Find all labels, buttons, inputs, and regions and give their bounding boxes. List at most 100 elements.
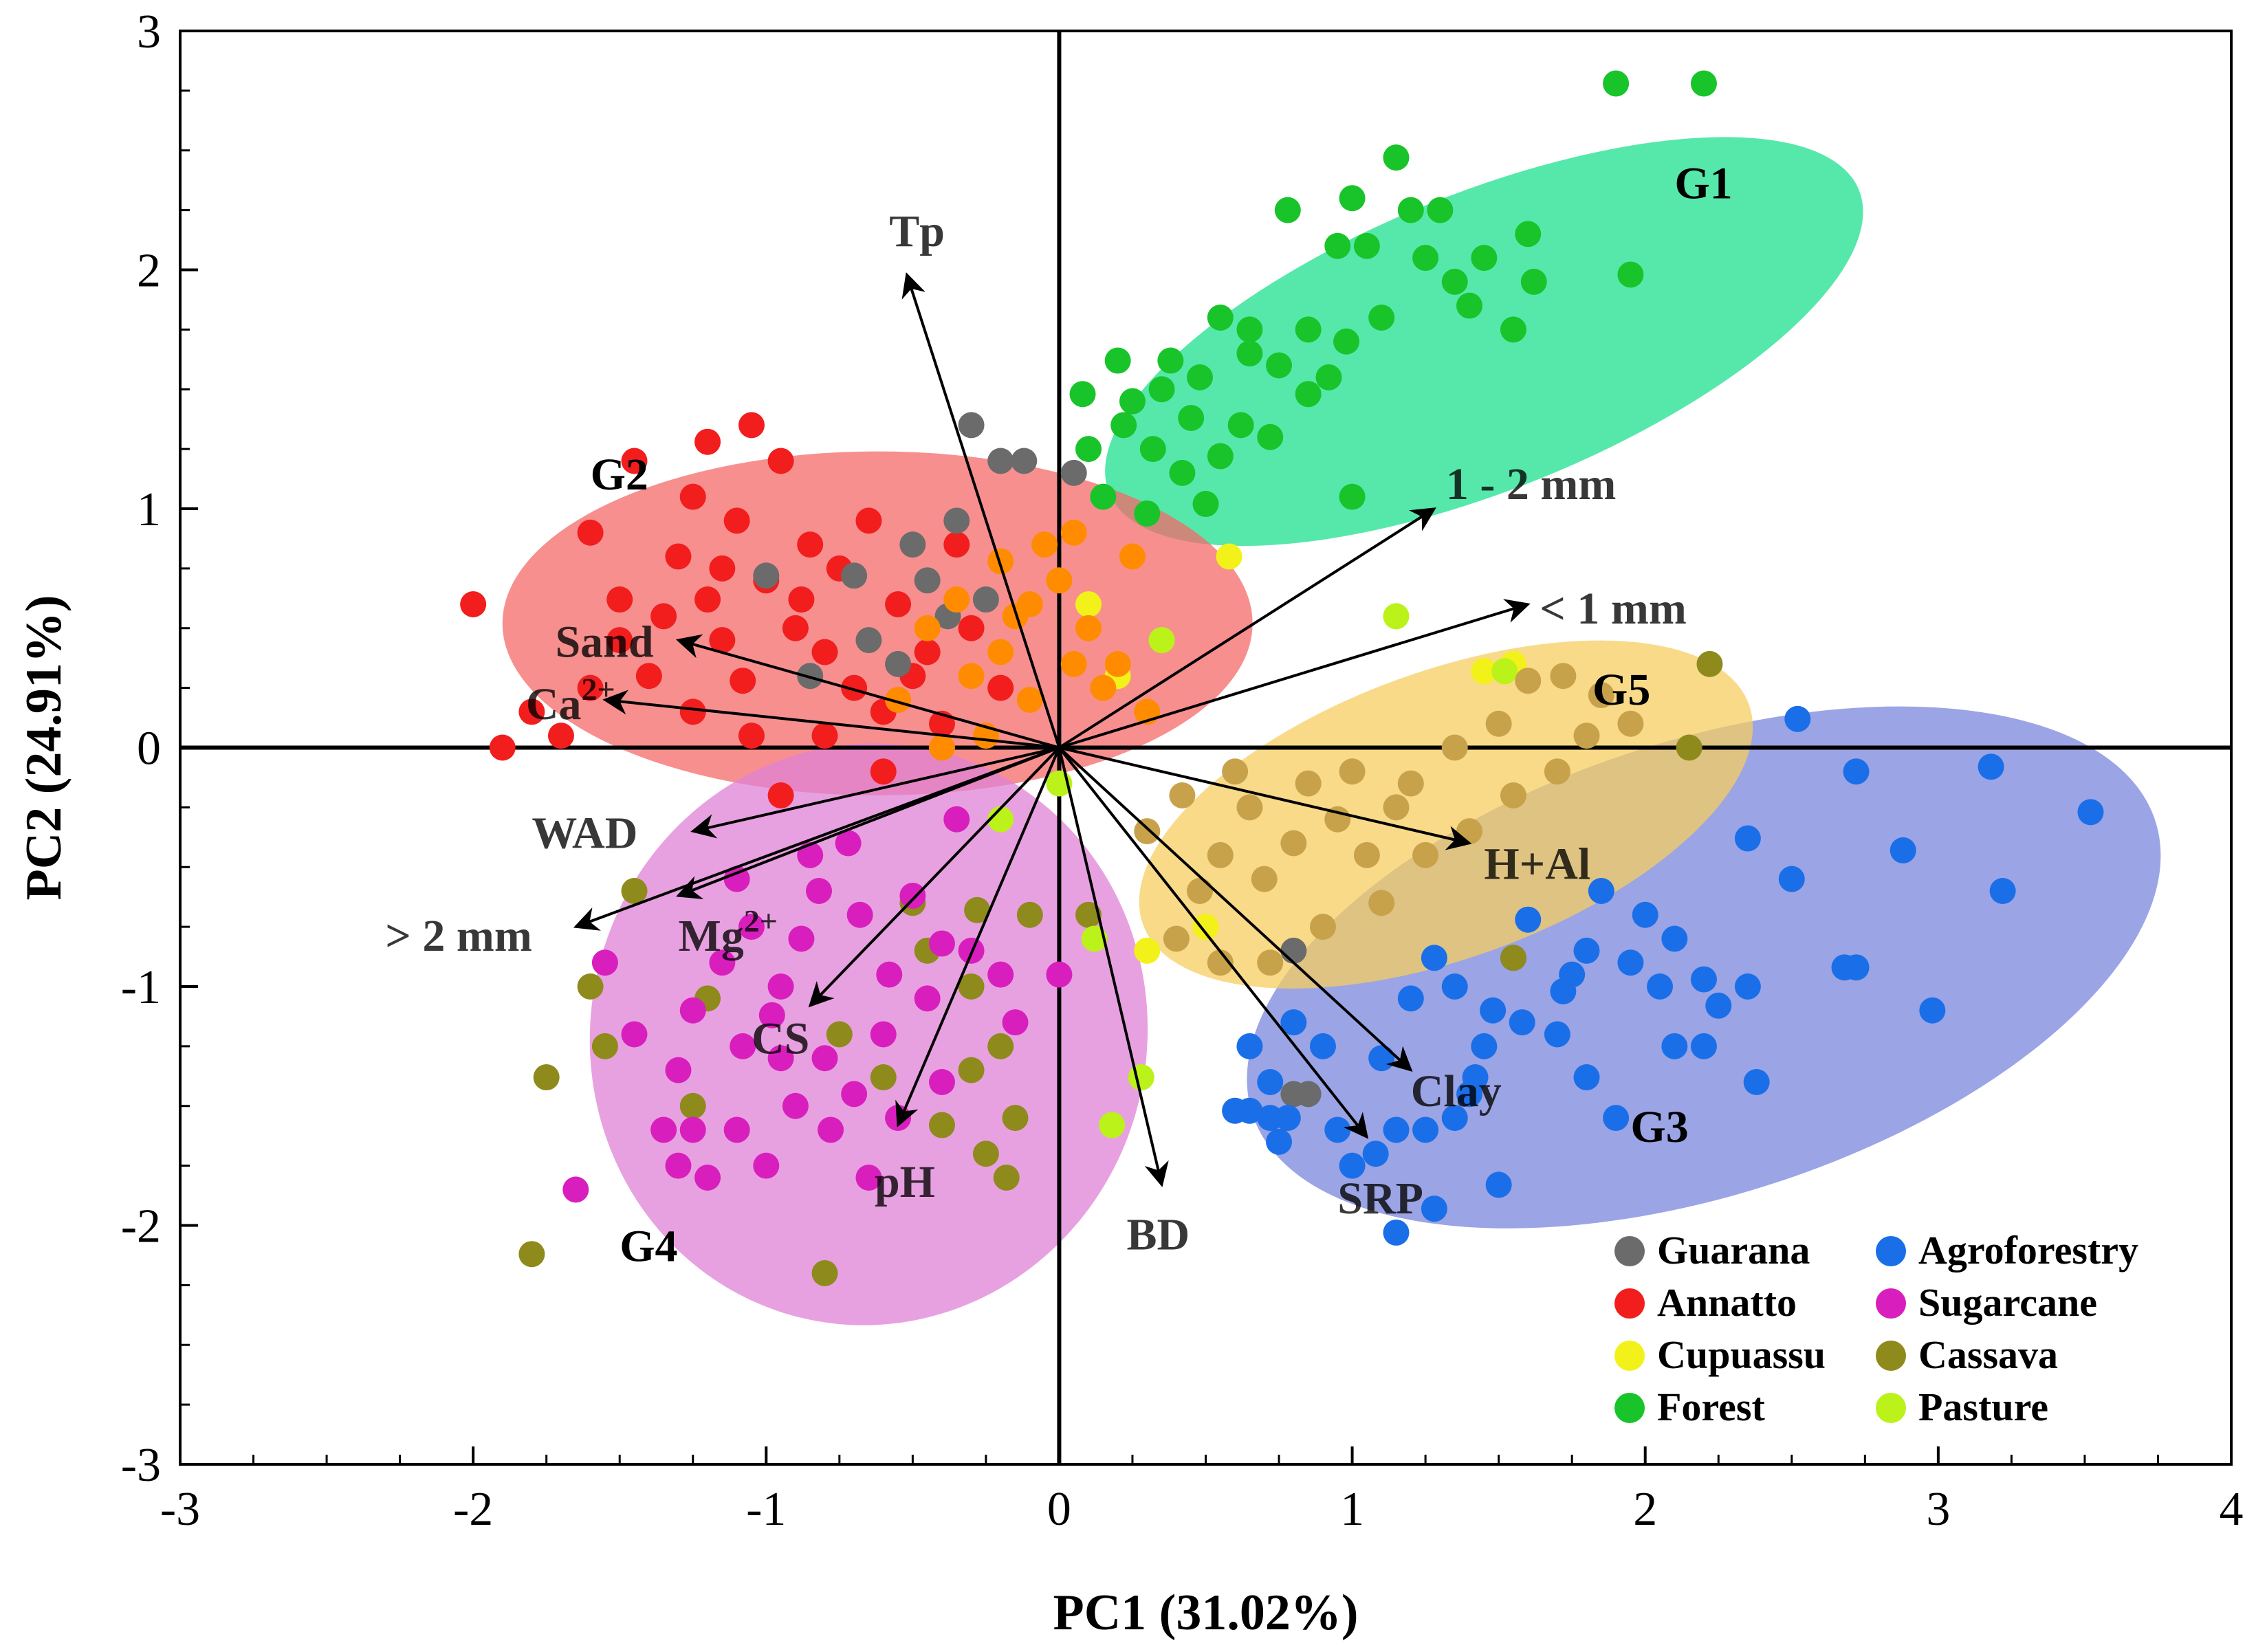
point-agroforestry <box>1632 901 1658 928</box>
point-cupuassu <box>1192 914 1219 940</box>
point-tan <box>1617 710 1644 737</box>
point-forest <box>1333 328 1360 355</box>
loading-label: pH <box>875 1157 935 1207</box>
point-sugarcane <box>876 961 903 988</box>
y-tick-label: 2 <box>137 245 161 298</box>
point-agroforestry <box>1421 1196 1447 1222</box>
point-agroforestry <box>1989 878 2016 904</box>
point-forest <box>1456 292 1483 319</box>
point-pasture <box>1099 1112 1126 1138</box>
point-agroforestry <box>1588 878 1614 904</box>
point-forest <box>1266 352 1293 379</box>
point-sugarcane <box>694 1165 721 1191</box>
point-agroforestry <box>1257 1069 1284 1095</box>
point-tan <box>1368 890 1395 916</box>
loading-arrow <box>1058 507 1436 749</box>
point-forest <box>1471 245 1498 272</box>
point-tan <box>1515 668 1542 694</box>
group-ellipse-g5 <box>1139 640 1753 989</box>
loading-arrow <box>901 272 1061 749</box>
point-agroforestry <box>1743 1069 1770 1095</box>
point-guarana <box>1060 459 1087 486</box>
loading-arrow <box>675 634 1060 749</box>
point-guarana <box>1280 937 1307 964</box>
point-sugarcane <box>753 1152 780 1179</box>
point-agroforestry <box>1573 937 1600 964</box>
point-annatto <box>460 591 487 617</box>
point-agroforestry <box>1509 1009 1535 1036</box>
x-tick-label: 0 <box>1047 1483 1071 1536</box>
point-pasture <box>1128 1064 1154 1091</box>
point-forest <box>1169 459 1196 486</box>
point-cassava <box>621 878 648 904</box>
point-tan <box>1280 830 1307 857</box>
point-sugarcane <box>855 1165 882 1191</box>
legend-marker <box>1876 1393 1906 1423</box>
legend-label: Sugarcane <box>1918 1280 2097 1325</box>
y-tick-label: 1 <box>137 483 161 536</box>
group-ellipse-g1 <box>1105 137 1863 547</box>
point-tan <box>1550 663 1577 690</box>
point-pasture <box>1491 658 1518 685</box>
point-agroforestry <box>1705 992 1732 1019</box>
point-annatto <box>943 531 970 558</box>
loading-label: Sand <box>555 617 653 667</box>
point-orange <box>1060 519 1087 546</box>
point-agroforestry <box>1412 1116 1439 1143</box>
point-forest <box>1236 316 1263 343</box>
point-cassava <box>928 1112 955 1138</box>
point-agroforestry <box>1266 1128 1293 1155</box>
point-annatto <box>679 483 706 510</box>
point-agroforestry <box>1222 1097 1249 1124</box>
point-tan <box>1295 770 1322 797</box>
point-annatto <box>547 723 574 749</box>
point-guarana <box>885 650 912 677</box>
point-sugarcane <box>870 1021 897 1048</box>
point-tan <box>1544 758 1570 785</box>
legend-label: Cupuassu <box>1657 1332 1826 1377</box>
point-annatto <box>738 723 765 749</box>
point-sugarcane <box>758 1002 785 1028</box>
point-agroforestry <box>1362 1141 1389 1167</box>
point-orange <box>958 663 985 690</box>
loading-label: BD <box>1126 1209 1190 1259</box>
loading-arrow <box>602 690 1060 749</box>
point-sugarcane <box>665 1152 692 1179</box>
point-cupuassu <box>1216 543 1242 570</box>
point-forest <box>1441 268 1468 295</box>
point-agroforestry <box>1383 1219 1410 1246</box>
point-sugarcane <box>767 1045 794 1072</box>
point-agroforestry <box>1480 997 1507 1024</box>
point-forest <box>1186 364 1213 390</box>
legend-marker <box>1614 1288 1645 1319</box>
point-tan <box>1257 949 1284 976</box>
point-tan <box>1412 841 1439 868</box>
point-agroforestry <box>2077 799 2104 826</box>
x-tick-label: 4 <box>2220 1483 2244 1536</box>
point-annatto <box>489 734 516 761</box>
point-agroforestry <box>1456 1081 1483 1108</box>
point-guarana <box>855 627 882 654</box>
point-forest <box>1236 340 1263 367</box>
legend-label: Guarana <box>1657 1228 1810 1273</box>
point-annatto <box>694 428 721 455</box>
point-forest <box>1324 232 1351 259</box>
x-tick-label: 2 <box>1633 1483 1657 1536</box>
y-tick-label: 3 <box>137 5 161 58</box>
point-forest <box>1339 185 1366 212</box>
point-forest <box>1119 388 1146 415</box>
point-agroforestry <box>1421 945 1447 971</box>
point-cassava <box>679 1092 706 1119</box>
point-agroforestry <box>1573 1064 1600 1091</box>
point-tan <box>1309 914 1336 940</box>
legend-marker <box>1876 1236 1906 1266</box>
point-cupuassu <box>1075 591 1102 617</box>
point-forest <box>1157 347 1184 374</box>
point-agroforestry <box>1280 1009 1307 1036</box>
point-agroforestry <box>1919 997 1946 1024</box>
point-agroforestry <box>1515 906 1542 933</box>
legend-label: Cassava <box>1918 1332 2058 1377</box>
point-agroforestry <box>1485 1171 1512 1198</box>
point-orange <box>914 615 941 641</box>
point-annatto <box>855 507 882 534</box>
